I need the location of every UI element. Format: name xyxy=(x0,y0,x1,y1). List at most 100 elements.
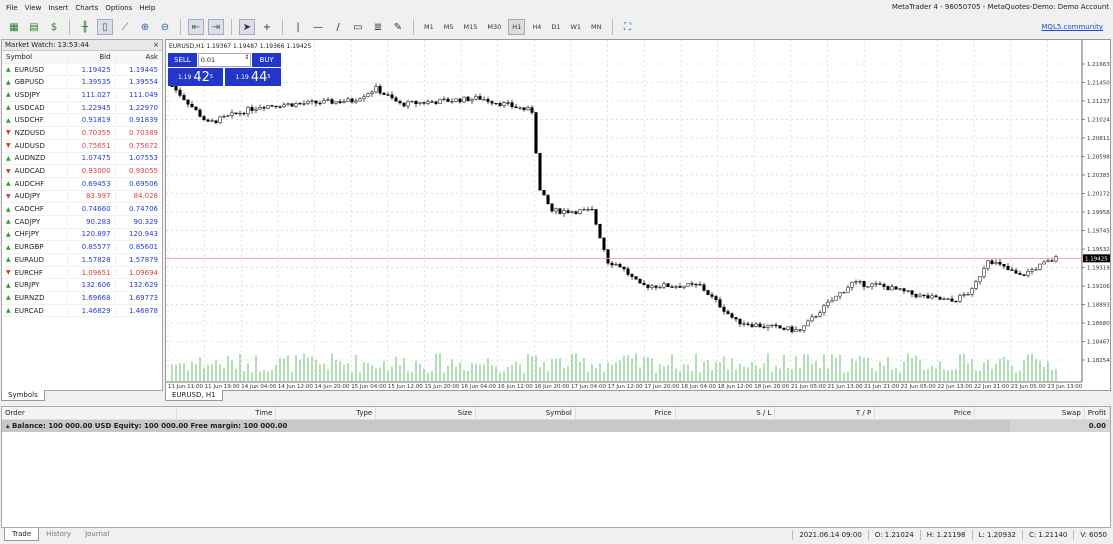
column-order[interactable]: Order xyxy=(2,406,177,420)
new-chart-icon[interactable]: ▦ xyxy=(9,21,19,33)
market-watch-row[interactable]: ▲ CHFJPY 120.897 120.943 xyxy=(2,229,162,242)
column-size[interactable]: Size xyxy=(376,406,477,420)
market-watch-row[interactable]: ▲ CADCHF 0.74660 0.74706 xyxy=(2,203,162,216)
candle-body xyxy=(862,281,866,287)
column-sl[interactable]: S / L xyxy=(676,406,776,420)
menu-insert[interactable]: Insert xyxy=(48,3,69,12)
market-watch-row[interactable]: ▲ EURGBP 0.85577 0.85601 xyxy=(2,241,162,254)
market-watch-icon[interactable]: $ xyxy=(50,21,58,33)
candle-body xyxy=(402,102,406,107)
balance-value: Balance: 100 000.00 USD Equity: 100 000.… xyxy=(11,422,288,430)
mql5-community-link[interactable]: MQL5.community xyxy=(1041,23,1103,31)
sell-price[interactable]: 1.19 42 5 xyxy=(168,68,223,86)
market-watch-row[interactable]: ▲ EURUSD 1.19425 1.19445 xyxy=(2,64,162,77)
tab-journal[interactable]: Journal xyxy=(85,530,110,538)
timeframe-m1[interactable]: M1 xyxy=(424,23,434,31)
cursor-icon[interactable]: ➤ xyxy=(239,19,255,35)
market-watch-row[interactable]: ▼ AUDUSD 0.75651 0.75672 xyxy=(2,140,162,153)
chart-window[interactable]: 1.21663 1.21450 1.21237 1.21024 1.20811 1.205… xyxy=(165,39,1111,391)
zoom-out-icon[interactable]: ⊖ xyxy=(160,21,170,33)
sell-button[interactable]: SELL xyxy=(168,53,197,67)
market-watch-row[interactable]: ▲ USDCHF 0.91819 0.91839 xyxy=(2,114,162,128)
buy-price[interactable]: 1.19 44 5 xyxy=(225,68,281,86)
market-watch-row[interactable]: ▼ NZDUSD 0.70355 0.70389 xyxy=(2,127,162,140)
symbol-cell: ▲ USDJPY xyxy=(2,91,67,99)
chart-shift-icon[interactable]: ⇥ xyxy=(208,19,224,35)
menu-help[interactable]: Help xyxy=(139,3,156,12)
lot-size-input[interactable]: 0.01 ⇕ xyxy=(197,53,252,67)
timeframe-m15[interactable]: M15 xyxy=(463,23,478,31)
tab-history[interactable]: History xyxy=(46,530,72,538)
tab-eurusd-h1[interactable]: EURUSD, H1 xyxy=(165,390,223,401)
market-watch-row[interactable]: ▲ EURCAD 1.46829 1.46878 xyxy=(2,305,162,318)
menu-charts[interactable]: Charts xyxy=(75,3,99,12)
fullscreen-icon[interactable]: ⛶ xyxy=(624,21,632,33)
balance-row[interactable]: ▴ Balance: 100 000.00 USD Equity: 100 00… xyxy=(2,420,1110,432)
column-time[interactable]: Time xyxy=(177,406,277,420)
crosshair-icon[interactable]: + xyxy=(262,21,272,33)
timeframe-m30[interactable]: M30 xyxy=(487,23,502,31)
column-type[interactable]: Type xyxy=(276,406,377,420)
menu-view[interactable]: View xyxy=(24,3,42,12)
market-watch-row[interactable]: ▲ AUDNZD 1.07475 1.07553 xyxy=(2,153,162,166)
zoom-in-icon[interactable]: ⊕ xyxy=(140,21,150,33)
candle-body xyxy=(878,283,882,285)
candle-body xyxy=(1014,270,1018,274)
column-profit[interactable]: Profit xyxy=(1085,406,1111,420)
buy-button[interactable]: BUY xyxy=(252,53,281,67)
market-watch-row[interactable]: ▲ USDCAD 1.22945 1.22970 xyxy=(2,102,162,115)
autoscroll-icon[interactable]: ⇤ xyxy=(188,19,204,35)
tab-symbols[interactable]: Symbols xyxy=(1,390,45,401)
timeframe-h1[interactable]: H1 xyxy=(508,19,526,35)
vertical-line-icon[interactable]: | xyxy=(296,21,300,33)
timeframe-h4[interactable]: H4 xyxy=(532,23,542,31)
column-price[interactable]: Price xyxy=(875,406,975,420)
column-price[interactable]: Price xyxy=(576,406,676,420)
column-symbol[interactable]: Symbol xyxy=(6,52,33,61)
candle-body xyxy=(650,285,654,288)
trendline-icon[interactable]: / xyxy=(336,21,340,33)
candle-body xyxy=(494,102,498,105)
market-watch-row[interactable]: ▲ GBPUSD 1.39535 1.39554 xyxy=(2,76,162,90)
market-watch-row[interactable]: ▼ AUDCAD 0.93000 0.93055 xyxy=(2,165,162,178)
shapes-icon[interactable]: ✎ xyxy=(393,21,403,33)
line-chart-icon[interactable]: ⟋ xyxy=(121,21,129,33)
profiles-icon[interactable]: ▤ xyxy=(29,21,39,33)
column-tp[interactable]: T / P xyxy=(775,406,876,420)
column-ask[interactable]: Ask xyxy=(114,52,162,61)
menu-options[interactable]: Options xyxy=(105,3,133,12)
horizontal-line-icon[interactable]: — xyxy=(313,21,323,33)
spinner-icon[interactable]: ⇕ xyxy=(244,54,250,61)
symbol-name: EURJPY xyxy=(14,281,40,290)
timeframe-w1[interactable]: W1 xyxy=(570,23,582,31)
market-watch-row[interactable]: ▲ USDJPY 111.027 111.049 xyxy=(2,89,162,102)
arrow-up-icon: ▲ xyxy=(6,91,11,99)
market-watch-row[interactable]: ▲ CADJPY 90.283 90.329 xyxy=(2,216,162,229)
market-watch-row[interactable]: ▲ AUDCHF 0.69453 0.69506 xyxy=(2,178,162,191)
market-watch-row[interactable]: ▲ EURNZD 1.69668 1.69773 xyxy=(2,292,162,305)
candle-body xyxy=(754,323,758,327)
price-chart[interactable]: 1.21663 1.21450 1.21237 1.21024 1.20811 1.205… xyxy=(166,40,1112,392)
market-watch-row[interactable]: ▼ EURCHF 1.09651 1.09694 xyxy=(2,267,162,280)
market-watch-row[interactable]: ▲ EURJPY 132.606 132.629 xyxy=(2,279,162,293)
market-watch-row[interactable]: ▼ AUDJPY 83.997 84.028 xyxy=(2,191,162,204)
price-label: 1.18254 xyxy=(1087,358,1110,364)
candle-body xyxy=(630,274,634,277)
fibonacci-icon[interactable]: ≣ xyxy=(373,21,383,33)
column-bid[interactable]: Bid xyxy=(67,52,114,61)
timeframe-mn[interactable]: MN xyxy=(591,23,602,31)
text-label-icon[interactable]: ▭ xyxy=(353,21,363,33)
candle-body xyxy=(1022,274,1026,276)
timeframe-d1[interactable]: D1 xyxy=(551,23,561,31)
price-label: 1.19958 xyxy=(1087,210,1110,216)
menu-file[interactable]: File xyxy=(6,3,18,12)
timeframe-m5[interactable]: M5 xyxy=(443,23,454,31)
close-icon[interactable]: × xyxy=(153,41,159,49)
column-symbol[interactable]: Symbol xyxy=(476,406,576,420)
candlestick-icon[interactable]: ▯ xyxy=(97,19,113,35)
column-swap[interactable]: Swap xyxy=(975,406,1085,420)
bar-chart-icon[interactable]: ╫ xyxy=(81,21,89,33)
tab-trade[interactable]: Trade xyxy=(4,528,40,541)
candle-body xyxy=(962,294,966,296)
market-watch-row[interactable]: ▲ EURAUD 1.57828 1.57879 xyxy=(2,254,162,267)
